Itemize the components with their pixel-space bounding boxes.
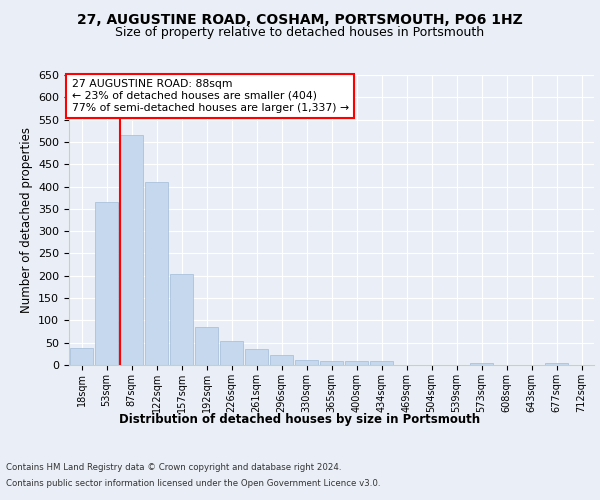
Bar (95, 202, 118, 365)
Bar (170, 274, 193, 365)
Bar (470, 363, 493, 365)
Bar (119, 135, 143, 365)
Bar (70, 348, 94, 365)
Text: Contains HM Land Registry data © Crown copyright and database right 2024.: Contains HM Land Registry data © Crown c… (6, 462, 341, 471)
Bar (194, 327, 218, 365)
Bar (220, 342, 244, 365)
Y-axis label: Number of detached properties: Number of detached properties (20, 127, 32, 313)
Text: Size of property relative to detached houses in Portsmouth: Size of property relative to detached ho… (115, 26, 485, 39)
Text: 27 AUGUSTINE ROAD: 88sqm
← 23% of detached houses are smaller (404)
77% of semi-: 27 AUGUSTINE ROAD: 88sqm ← 23% of detach… (71, 80, 349, 112)
Bar (370, 362, 394, 365)
Bar (295, 360, 319, 365)
Text: 27, AUGUSTINE ROAD, COSHAM, PORTSMOUTH, PO6 1HZ: 27, AUGUSTINE ROAD, COSHAM, PORTSMOUTH, … (77, 12, 523, 26)
Text: Contains public sector information licensed under the Open Government Licence v3: Contains public sector information licen… (6, 479, 380, 488)
Bar (145, 182, 169, 365)
Bar (269, 355, 293, 365)
Bar (545, 363, 568, 365)
Text: Distribution of detached houses by size in Portsmouth: Distribution of detached houses by size … (119, 412, 481, 426)
Bar (320, 360, 343, 365)
Bar (245, 350, 268, 365)
Bar (344, 360, 368, 365)
